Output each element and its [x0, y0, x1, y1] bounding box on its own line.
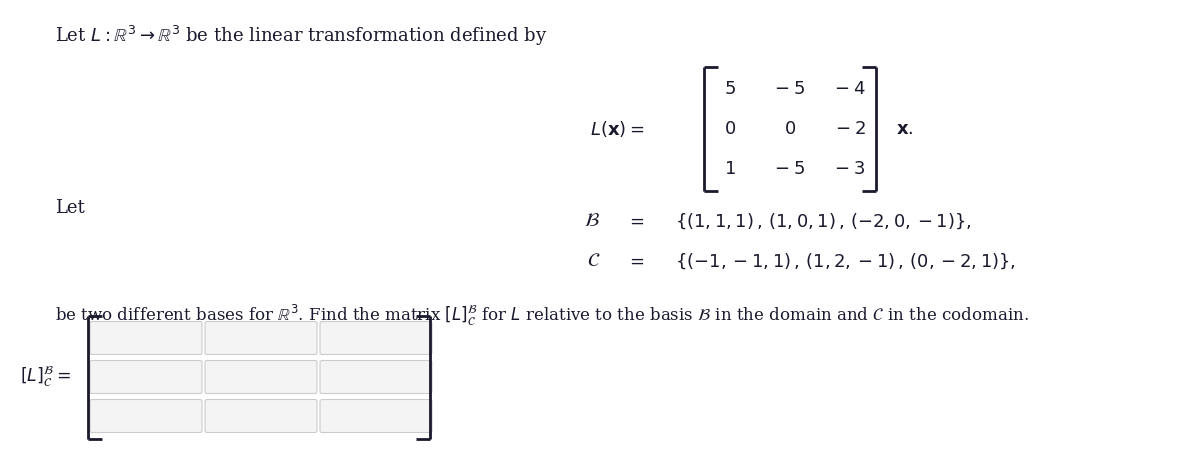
- Text: $\{(-1,-1,1)\,,\,(1,2,-1)\,,\,(0,-2,1)\},$: $\{(-1,-1,1)\,,\,(1,2,-1)\,,\,(0,-2,1)\}…: [674, 251, 1016, 271]
- FancyBboxPatch shape: [90, 321, 202, 354]
- Text: $\!-3$: $\!-3$: [834, 160, 865, 178]
- Text: $\!-5$: $\!-5$: [774, 160, 805, 178]
- FancyBboxPatch shape: [320, 360, 432, 393]
- FancyBboxPatch shape: [320, 321, 432, 354]
- Text: $0$: $0$: [724, 120, 736, 138]
- FancyBboxPatch shape: [90, 360, 202, 393]
- FancyBboxPatch shape: [205, 321, 317, 354]
- FancyBboxPatch shape: [90, 399, 202, 432]
- Text: $L(\mathbf{x}) =$: $L(\mathbf{x}) =$: [590, 119, 644, 139]
- Text: $\mathcal{C}$: $\mathcal{C}$: [587, 252, 600, 270]
- Text: Let $L : \mathbb{R}^3 \rightarrow \mathbb{R}^3$ be the linear transformation def: Let $L : \mathbb{R}^3 \rightarrow \mathb…: [55, 24, 547, 48]
- Text: be two different bases for $\mathbb{R}^3$. Find the matrix $[L]^{\mathcal{B}}_{\: be two different bases for $\mathbb{R}^3…: [55, 303, 1028, 328]
- FancyBboxPatch shape: [205, 399, 317, 432]
- Text: $=$: $=$: [625, 212, 644, 230]
- Text: $1$: $1$: [724, 160, 736, 178]
- Text: $5$: $5$: [724, 80, 736, 98]
- Text: $\mathcal{B}$: $\mathcal{B}$: [584, 212, 600, 230]
- Text: $\!-4$: $\!-4$: [834, 80, 866, 98]
- Text: $\!-2$: $\!-2$: [834, 120, 865, 138]
- Text: $\{(1,1,1)\,,\,(1,0,1)\,,\,(-2,0,-1)\},$: $\{(1,1,1)\,,\,(1,0,1)\,,\,(-2,0,-1)\},$: [674, 211, 972, 231]
- Text: $0$: $0$: [784, 120, 796, 138]
- FancyBboxPatch shape: [205, 360, 317, 393]
- Text: $=$: $=$: [625, 252, 644, 270]
- Text: $\!-5$: $\!-5$: [774, 80, 805, 98]
- Text: Let: Let: [55, 199, 85, 217]
- Text: $[L]^{\mathcal{B}}_{\mathcal{C}} =$: $[L]^{\mathcal{B}}_{\mathcal{C}} =$: [20, 365, 71, 389]
- Text: $\mathbf{x}.$: $\mathbf{x}.$: [896, 120, 913, 138]
- FancyBboxPatch shape: [320, 399, 432, 432]
